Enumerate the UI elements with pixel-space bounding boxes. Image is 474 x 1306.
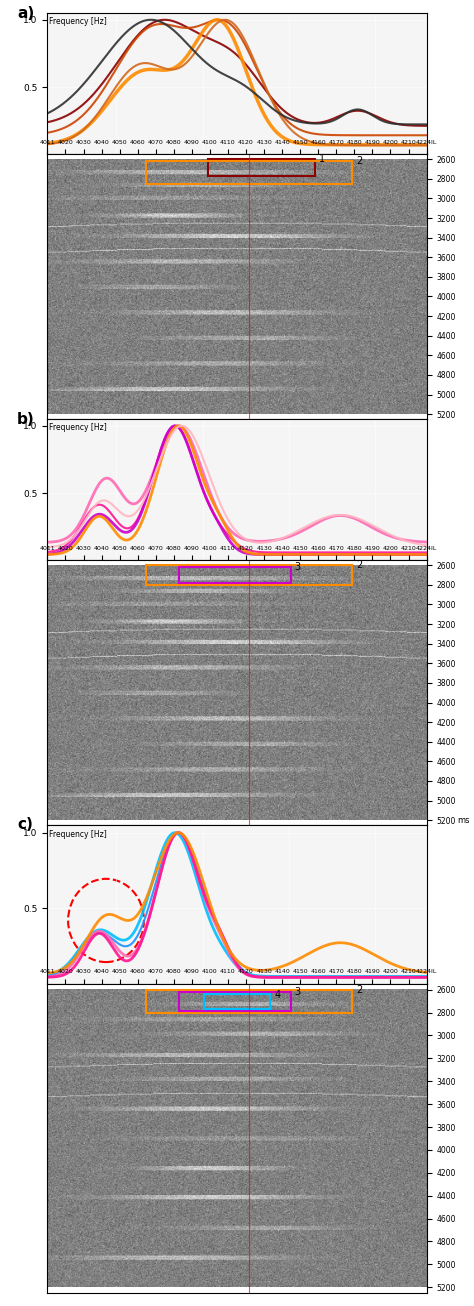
Text: c): c)	[17, 818, 33, 832]
X-axis label: Frequency (Hz): Frequency (Hz)	[200, 580, 274, 590]
Bar	[146, 990, 352, 1012]
Text: ms: ms	[457, 816, 469, 825]
Bar	[146, 161, 352, 184]
Text: Frequency [Hz]: Frequency [Hz]	[49, 17, 107, 26]
Text: 2: 2	[356, 157, 363, 166]
Text: 1: 1	[319, 154, 326, 165]
Text: 3: 3	[295, 987, 301, 998]
Bar	[204, 994, 270, 1010]
Bar	[208, 159, 315, 176]
Text: Frequency [Hz]: Frequency [Hz]	[49, 829, 107, 838]
Text: 3: 3	[295, 562, 301, 572]
Text: a): a)	[17, 7, 34, 21]
Bar	[146, 565, 352, 585]
X-axis label: Frequency (Hz): Frequency (Hz)	[200, 1004, 274, 1015]
Text: 4: 4	[274, 990, 280, 999]
Text: 2: 2	[356, 985, 363, 995]
Text: b): b)	[17, 411, 35, 427]
Text: 2: 2	[356, 560, 363, 571]
Bar	[179, 993, 291, 1011]
Bar	[179, 567, 291, 584]
X-axis label: Frequency (Hz): Frequency (Hz)	[200, 175, 274, 184]
Text: Frequency [Hz]: Frequency [Hz]	[49, 423, 107, 432]
